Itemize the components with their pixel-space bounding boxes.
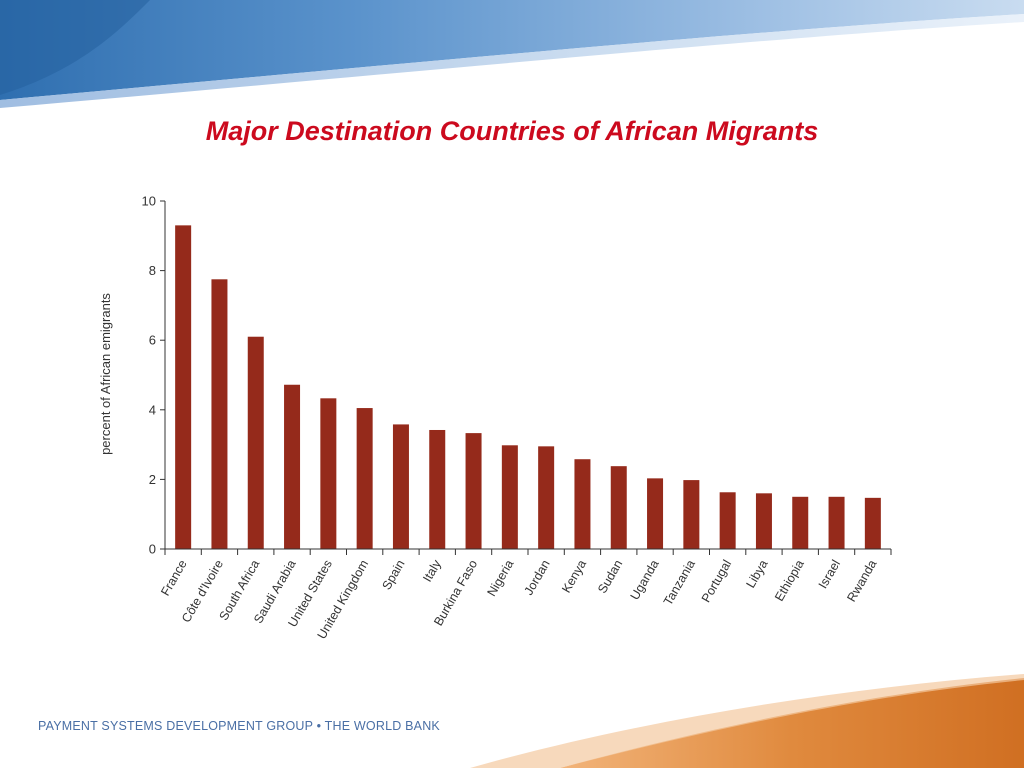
bar (356, 408, 373, 549)
bars (175, 225, 881, 550)
footer-swoosh (470, 674, 1024, 768)
x-tick-label: Jordan (522, 557, 553, 597)
y-axis-label: percent of African emigrants (98, 293, 113, 455)
bar (538, 446, 555, 549)
slide-title: Major Destination Countries of African M… (205, 116, 819, 146)
bar (610, 466, 627, 549)
x-tick-label: Italy (420, 557, 444, 585)
x-tick-label: Tanzania (661, 557, 698, 607)
x-tick-label: Ethiopia (772, 557, 807, 603)
bar (864, 497, 881, 549)
bar (465, 433, 482, 549)
y-tick-label: 8 (149, 263, 156, 278)
y-tick-label: 0 (149, 542, 156, 557)
y-tick-label: 6 (149, 333, 156, 348)
x-tick-label: Uganda (628, 557, 662, 602)
bar (574, 459, 591, 549)
bar (211, 279, 228, 549)
y-tick-label: 2 (149, 472, 156, 487)
bar (284, 384, 301, 549)
x-tick-label: Portugal (699, 558, 734, 605)
x-tick-label: Nigeria (485, 557, 517, 598)
header-band (0, 0, 1024, 108)
y-axis: 0 2 4 6 8 10 (142, 194, 166, 557)
y-tick-label: 10 (142, 194, 156, 209)
bar (755, 493, 772, 549)
footer-text: PAYMENT SYSTEMS DEVELOPMENT GROUP • THE … (38, 719, 440, 733)
bar (392, 424, 409, 549)
bar (247, 336, 264, 549)
x-tick-label: Rwanda (844, 557, 879, 604)
x-tick-label: Kenya (559, 557, 589, 595)
x-tick-label: France (158, 557, 190, 598)
bar (501, 445, 518, 549)
y-tick-label: 4 (149, 402, 156, 417)
bar (792, 496, 809, 549)
bar (647, 478, 664, 549)
bar (175, 225, 192, 550)
bar (719, 492, 736, 549)
bar (828, 496, 845, 549)
x-tick-label: Sudan (595, 557, 625, 595)
x-tick-label: Spain (379, 557, 407, 592)
bar (429, 429, 446, 549)
bar (320, 398, 337, 549)
x-tick-label: Israel (816, 558, 843, 591)
x-tick-label: Libya (743, 557, 770, 590)
bar (683, 480, 700, 549)
